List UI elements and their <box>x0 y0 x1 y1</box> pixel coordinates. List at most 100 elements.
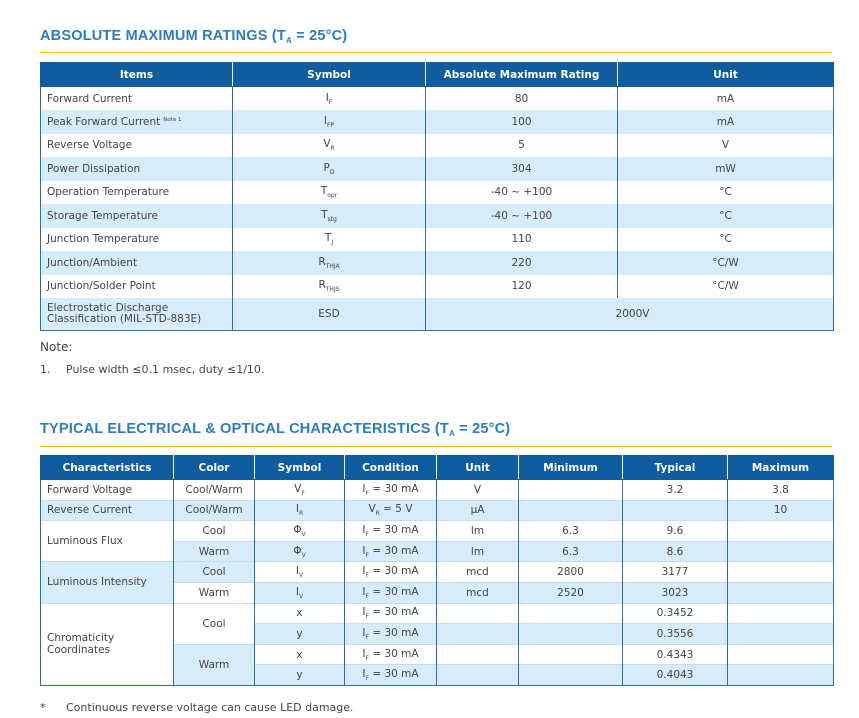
unit-cell: mA <box>617 86 834 110</box>
condition-cell: IF = 30 mA <box>344 623 437 645</box>
unit-cell: °C/W <box>617 251 834 275</box>
table-row: Peak Forward Current Note 1 IFP 100 mA <box>40 110 834 134</box>
symbol-main: R <box>318 255 326 268</box>
symbol-main: y <box>296 627 303 640</box>
symbol-main: I <box>362 585 366 598</box>
table-row: Junction/Solder Point RTHJS 120 °C/W <box>40 274 834 298</box>
minimum-cell <box>518 500 623 521</box>
unit-cell: °C/W <box>617 274 834 298</box>
maximum-cell <box>727 561 834 583</box>
symbol-cell: IV <box>254 582 345 604</box>
typical-cell: 0.3556 <box>622 623 728 645</box>
header-row: Characteristics Color Symbol Condition Unit M… <box>40 455 834 480</box>
symbol-cell: y <box>254 664 345 686</box>
characteristic-cell: Reverse Current <box>40 500 174 521</box>
color-cell: Cool/Warm <box>173 479 255 501</box>
condition-cell: IF = 30 mA <box>344 644 437 665</box>
symbol-main: V <box>294 482 302 495</box>
symbol-main: I <box>362 606 366 619</box>
header-cell: Unit <box>436 455 519 480</box>
symbol-sub: V <box>301 530 306 538</box>
characteristic-cell: Chromaticity Coordinates <box>40 603 174 686</box>
symbol-sub: F <box>365 489 369 497</box>
header-cell: Characteristics <box>40 455 174 480</box>
unit-cell: mA <box>617 110 834 134</box>
typical-cell: 3177 <box>622 561 728 583</box>
symbol-text: = 5 V <box>379 503 413 516</box>
symbol-text: = 30 mA <box>368 668 419 681</box>
symbol-sub: opr <box>327 192 338 200</box>
symbol-cell: Tstg <box>232 204 426 228</box>
symbol-main: R <box>318 279 326 292</box>
typical-cell: 3.2 <box>622 479 728 501</box>
symbol-main: x <box>296 648 303 661</box>
unit-cell <box>436 623 519 645</box>
header-cell: Typical <box>622 455 728 480</box>
symbol-sub: R <box>298 510 304 518</box>
title-text: = 25°C) <box>454 421 511 437</box>
condition-cell: IF = 30 mA <box>344 479 437 501</box>
header-cell: Symbol <box>232 62 426 87</box>
maximum-cell <box>727 582 834 604</box>
symbol-text: = 30 mA <box>368 544 419 557</box>
symbol-cell: ΦV <box>254 520 345 542</box>
item-cell: Electrostatic Discharge Classification (… <box>40 298 233 330</box>
symbol-sub: THJS <box>325 286 340 294</box>
unit-cell: mcd <box>436 561 519 583</box>
typical-cell: 8.6 <box>622 541 728 562</box>
symbol-main: I <box>362 647 366 660</box>
condition-cell: IF = 30 mA <box>344 561 437 583</box>
symbol-main: I <box>362 668 366 681</box>
symbol-main: Φ <box>293 523 302 536</box>
symbol-sub: F <box>365 592 369 600</box>
maximum-cell <box>727 644 834 665</box>
characteristic-cell: Luminous Intensity <box>40 561 174 604</box>
symbol-sub: R <box>330 145 335 153</box>
symbol-main: T <box>320 185 328 198</box>
symbol-text: = 30 mA <box>368 523 419 536</box>
item-cell: Junction/Ambient <box>40 251 233 275</box>
condition-cell: VR = 5 V <box>344 500 437 521</box>
maximum-cell <box>727 520 834 542</box>
title-sub: A <box>448 429 455 438</box>
symbol-sub: J <box>331 239 334 247</box>
unit-cell: mW <box>617 157 834 181</box>
maximum-cell: 10 <box>727 500 834 521</box>
table-row: Storage Temperature Tstg -40 ~ +100 °C <box>40 204 834 228</box>
minimum-cell <box>518 479 623 501</box>
item-cell: Junction/Solder Point <box>40 274 233 298</box>
table-row: Forward Current IF 80 mA <box>40 86 834 110</box>
header-cell: Minimum <box>518 455 623 480</box>
header-row: Items Symbol Absolute Maximum Rating Unit <box>40 62 834 87</box>
characteristic-cell: Forward Voltage <box>40 479 174 501</box>
symbol-main: I <box>323 114 328 127</box>
condition-cell: IF = 30 mA <box>344 541 437 562</box>
title-text: TYPICAL ELECTRICAL & OPTICAL CHARACTERIS… <box>40 421 449 437</box>
symbol-text: = 30 mA <box>368 606 419 619</box>
header-cell: Absolute Maximum Rating <box>425 62 618 87</box>
table-row: Reverse Voltage VR 5 V <box>40 133 834 157</box>
symbol-cell: IV <box>254 561 345 583</box>
symbol-cell: VF <box>254 479 345 501</box>
symbol-sub: F <box>365 551 369 559</box>
table-row: y IF = 30 mA 0.3556 <box>40 623 834 645</box>
symbol-main: x <box>296 607 303 620</box>
symbol-main: T <box>321 208 328 221</box>
minimum-cell <box>518 603 623 624</box>
symbol-text: = 30 mA <box>368 565 419 578</box>
color-cell: Cool/Warm <box>173 500 255 521</box>
symbol-main: y <box>296 669 303 682</box>
table-row: Junction/Ambient RTHJA 220 °C/W <box>40 251 834 275</box>
table-row: Luminous Flux Cool ΦV IF = 30 mA lm 6.3 9.6 <box>40 520 834 562</box>
rating-cell: 100 <box>425 110 618 134</box>
symbol-cell: RTHJA <box>232 251 426 275</box>
symbol-cell: y <box>254 623 345 645</box>
table-row: Chromaticity Coordinates Cool x IF = 30 mA 0… <box>40 603 834 686</box>
table-row: y IF = 30 mA 0.4043 <box>40 664 834 686</box>
note: 1. Pulse width ≤0.1 msec, duty ≤1/10. <box>40 363 264 376</box>
symbol-main: V <box>368 503 376 516</box>
symbol-sub: F <box>301 489 305 497</box>
unit-cell: °C <box>617 204 834 228</box>
table-row: Power Dissipation PD 304 mW <box>40 157 834 181</box>
